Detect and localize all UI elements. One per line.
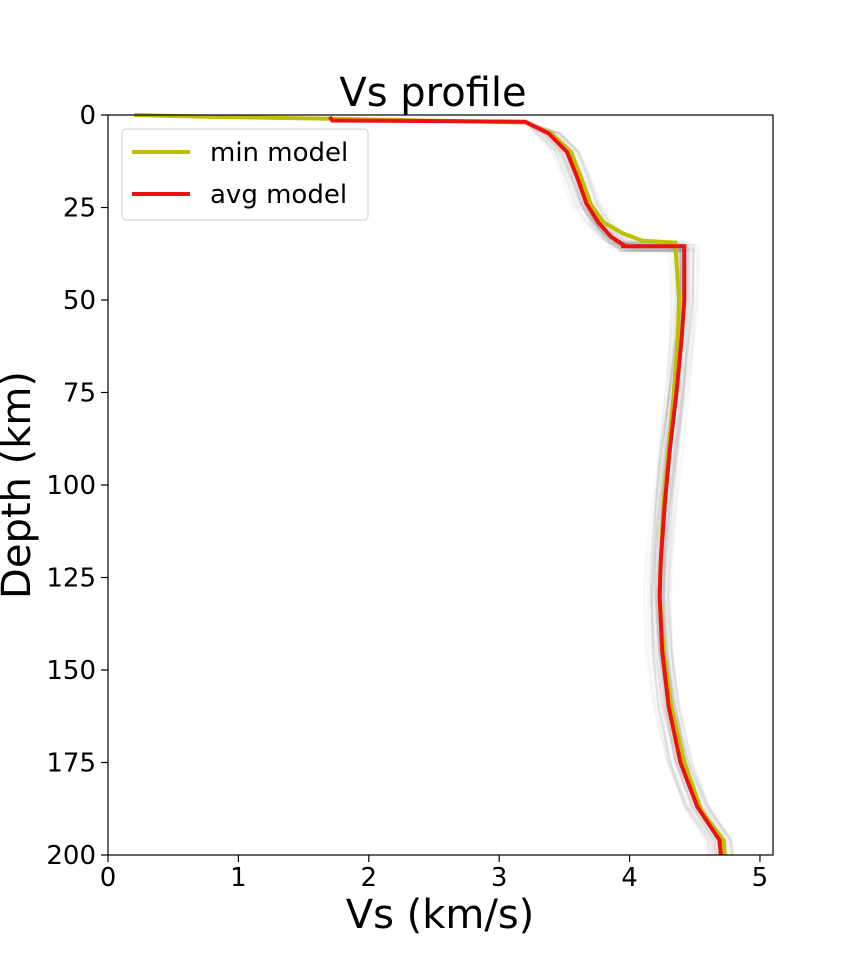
- legend-label-min-model: min model: [210, 138, 348, 168]
- ensemble-model-line: [330, 117, 713, 855]
- series-layer: [134, 113, 727, 856]
- ensemble-model-line: [330, 117, 709, 855]
- ensemble-model-line: [330, 117, 710, 855]
- x-tick-label: 3: [491, 863, 508, 893]
- x-tick-label: 1: [230, 863, 247, 893]
- y-tick-label: 175: [46, 749, 96, 779]
- y-tick-label: 150: [46, 656, 96, 686]
- x-tick-label: 2: [361, 863, 378, 893]
- chart-title: Vs profile: [339, 70, 526, 116]
- y-axis-ticks: 0 25 50 75 100 125 150 175 200: [46, 101, 108, 871]
- ensemble-model-line: [330, 117, 710, 855]
- y-tick-label: 100: [46, 471, 96, 501]
- x-tick-label: 5: [752, 863, 769, 893]
- series-line-avg-model: [328, 115, 723, 856]
- ensemble-model-line: [330, 117, 707, 855]
- y-tick-label: 200: [46, 841, 96, 871]
- y-tick-label: 0: [79, 101, 96, 131]
- legend: min model avg model: [121, 128, 369, 221]
- y-axis-label: Depth (km): [0, 371, 40, 599]
- series-line-min-model: [134, 113, 727, 856]
- legend-label-avg-model: avg model: [210, 180, 347, 210]
- x-tick-label: 4: [621, 863, 638, 893]
- y-tick-label: 125: [46, 564, 96, 594]
- x-axis-ticks: 0 1 2 3 4 5: [100, 855, 769, 893]
- x-tick-label: 0: [100, 863, 117, 893]
- y-tick-label: 25: [63, 194, 96, 224]
- y-tick-label: 50: [63, 286, 96, 316]
- x-axis-label: Vs (km/s): [346, 892, 535, 938]
- model-ensemble-lines: [330, 117, 733, 855]
- y-tick-label: 75: [63, 379, 96, 409]
